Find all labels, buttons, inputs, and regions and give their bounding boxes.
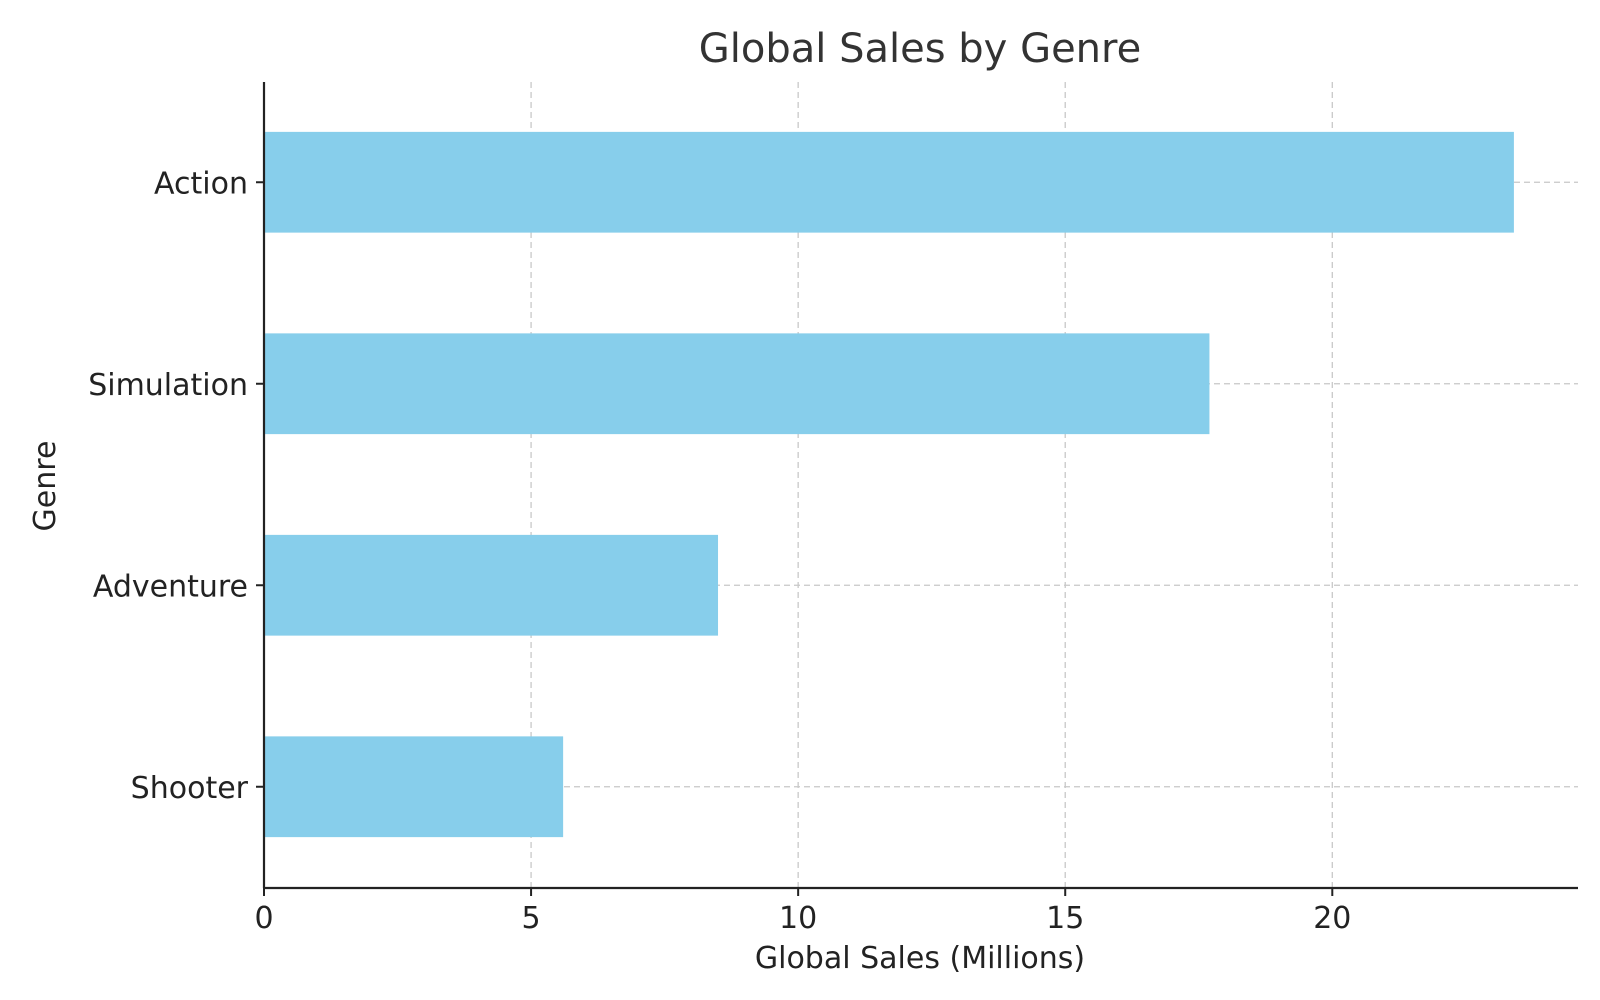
x-tick-label-2: 10 [779, 901, 817, 936]
bars-layer [264, 131, 1514, 838]
x-tick-label-1: 5 [522, 901, 541, 936]
axes-layer [262, 82, 1578, 890]
ticks-layer: 0 5 10 15 20 Action Simulation Adventure Shooter [88, 166, 1351, 936]
bar-adventure [264, 534, 719, 636]
y-tick-label-adventure: Adventure [93, 569, 248, 604]
x-tick-label-3: 15 [1046, 901, 1084, 936]
y-tick-label-shooter: Shooter [131, 771, 249, 806]
chart-title: Global Sales by Genre [699, 26, 1141, 72]
y-tick-label-simulation: Simulation [88, 368, 248, 403]
bar-simulation [264, 333, 1210, 435]
y-axis-label: Genre [28, 441, 63, 532]
y-tick-label-action: Action [154, 166, 248, 201]
bar-shooter [264, 736, 564, 838]
bar-action [264, 131, 1514, 233]
x-axis-label: Global Sales (Millions) [755, 941, 1085, 976]
x-tick-label-4: 20 [1313, 901, 1351, 936]
x-tick-label-0: 0 [254, 901, 273, 936]
